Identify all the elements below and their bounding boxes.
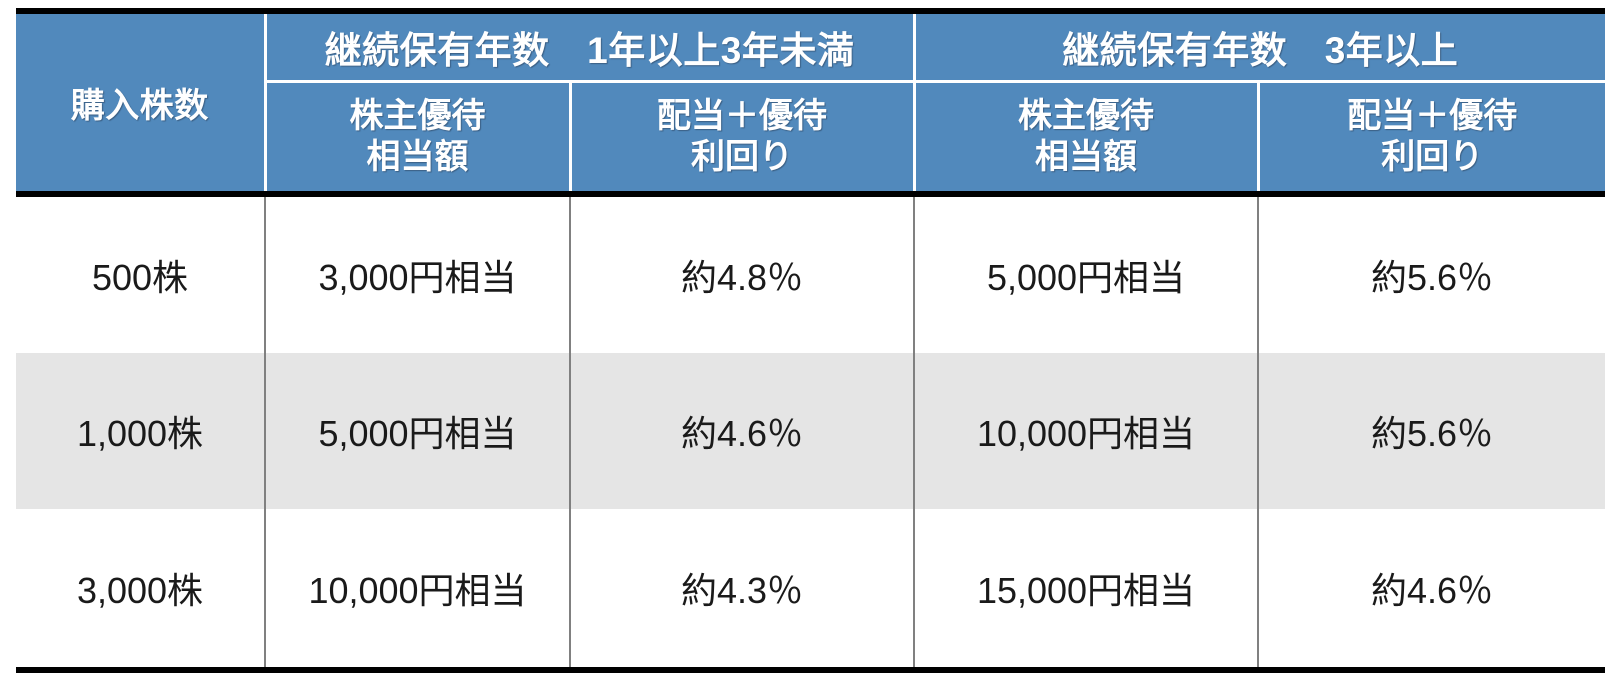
table-header: 購入株数 継続保有年数 1年以上3年未満 継続保有年数 3年以上 株主優待 相当…: [16, 8, 1606, 197]
table-header-group-row: 購入株数 継続保有年数 1年以上3年未満 継続保有年数 3年以上: [16, 8, 1606, 197]
cell-yield-3plus: 約5.6％: [1256, 353, 1606, 509]
column-header-line-1: 株主優待: [349, 96, 486, 135]
cell-benefit-1to3: 10,000円相当: [264, 509, 570, 673]
column-header-line-1: 株主優待: [1018, 96, 1154, 135]
cell-yield-1to3: 約4.8％: [569, 194, 914, 353]
table-body: 500株 3,000円相当 約4.8％ 5,000円相当 約5.6％ 1,000…: [16, 194, 1606, 673]
cell-benefit-3plus: 10,000円相当: [913, 353, 1258, 509]
cell-yield-1to3: 約4.3％: [569, 509, 914, 673]
column-header-line-1: 配当＋優待: [657, 96, 827, 135]
cell-shares: 1,000株: [16, 353, 265, 509]
cell-yield-3plus: 約4.6％: [1256, 509, 1606, 673]
column-header-dividend-plus-benefit-yield-3plus: 配当＋優待 利回り: [1256, 81, 1606, 197]
column-header-purchase-shares: 購入株数: [16, 8, 265, 197]
table-row: 500株 3,000円相当 約4.8％ 5,000円相当 約5.6％: [16, 194, 1606, 353]
table-header-sub-row: 株主優待 相当額 配当＋優待 利回り 株主優待 相当額 配当＋優待 利回り: [16, 81, 1606, 197]
column-header-line-2: 相当額: [366, 138, 469, 176]
column-header-line-2: 利回り: [691, 138, 793, 176]
cell-shares: 3,000株: [16, 509, 265, 673]
column-header-line-2: 利回り: [1381, 138, 1484, 176]
column-header-benefit-amount-1to3: 株主優待 相当額: [263, 81, 570, 197]
group-header-holding-3plus-years: 継続保有年数 3年以上: [912, 8, 1606, 83]
group-header-holding-1to3-years: 継続保有年数 1年以上3年未満: [263, 8, 914, 83]
cell-shares: 500株: [16, 194, 265, 353]
cell-yield-3plus: 約5.6％: [1256, 194, 1606, 353]
shareholder-benefit-yield-table: 購入株数 継続保有年数 1年以上3年未満 継続保有年数 3年以上 株主優待 相当…: [16, 8, 1606, 673]
cell-benefit-1to3: 3,000円相当: [264, 194, 570, 353]
table-row: 3,000株 10,000円相当 約4.3％ 15,000円相当 約4.6％: [16, 509, 1606, 673]
cell-benefit-3plus: 15,000円相当: [913, 509, 1258, 673]
table-row: 1,000株 5,000円相当 約4.6％ 10,000円相当 約5.6％: [16, 353, 1606, 509]
cell-benefit-3plus: 5,000円相当: [913, 194, 1258, 353]
column-header-line-1: 配当＋優待: [1347, 96, 1518, 135]
column-header-line-2: 相当額: [1035, 138, 1137, 176]
column-header-benefit-amount-3plus: 株主優待 相当額: [912, 81, 1258, 197]
cell-yield-1to3: 約4.6％: [569, 353, 914, 509]
cell-benefit-1to3: 5,000円相当: [264, 353, 570, 509]
column-header-dividend-plus-benefit-yield-1to3: 配当＋優待 利回り: [568, 81, 914, 197]
